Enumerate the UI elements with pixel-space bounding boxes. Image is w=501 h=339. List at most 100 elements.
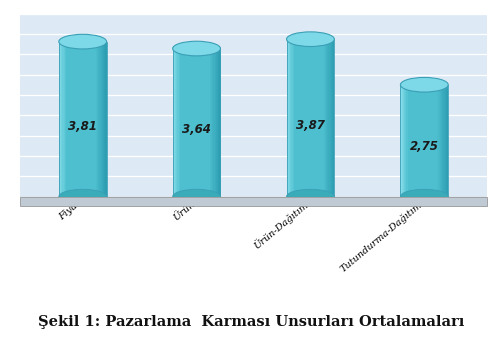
Ellipse shape <box>59 189 106 204</box>
Bar <box>302 39 303 197</box>
Bar <box>207 48 208 197</box>
Bar <box>420 85 421 197</box>
Bar <box>89 42 90 197</box>
Bar <box>331 39 333 197</box>
Bar <box>415 85 416 197</box>
Bar <box>216 48 218 197</box>
Bar <box>434 85 435 197</box>
Bar <box>299 39 301 197</box>
Bar <box>67 42 68 197</box>
Bar <box>64 42 65 197</box>
Bar <box>93 42 95 197</box>
Bar <box>172 48 174 197</box>
Bar <box>306 39 308 197</box>
Bar <box>178 48 179 197</box>
Bar <box>427 85 428 197</box>
Bar <box>182 48 183 197</box>
Bar <box>408 85 409 197</box>
Bar <box>327 39 328 197</box>
Bar <box>406 85 407 197</box>
Bar <box>318 39 320 197</box>
Bar <box>217 48 219 197</box>
Bar <box>79 42 80 197</box>
Bar <box>195 48 196 197</box>
Bar <box>197 48 199 197</box>
Bar <box>324 39 326 197</box>
Bar <box>175 48 176 197</box>
Bar <box>291 39 292 197</box>
Bar <box>308 39 309 197</box>
Bar <box>80 42 82 197</box>
Bar <box>20 197 486 205</box>
Bar <box>312 39 314 197</box>
Bar <box>314 39 315 197</box>
Bar <box>102 42 103 197</box>
Bar <box>183 48 184 197</box>
Bar <box>311 39 312 197</box>
Bar <box>325 39 327 197</box>
Bar <box>85 42 86 197</box>
Bar <box>91 42 92 197</box>
Bar <box>90 42 91 197</box>
Bar <box>310 39 311 197</box>
Bar <box>296 39 297 197</box>
Bar <box>433 85 434 197</box>
Bar <box>441 85 443 197</box>
Bar <box>303 39 304 197</box>
Text: 2,75: 2,75 <box>409 140 438 153</box>
Bar <box>200 48 201 197</box>
Bar <box>74 42 76 197</box>
Bar <box>432 85 433 197</box>
Bar <box>177 48 178 197</box>
Bar <box>426 85 427 197</box>
Bar <box>72 42 73 197</box>
Bar <box>321 39 322 197</box>
Bar <box>65 42 66 197</box>
Bar <box>402 85 403 197</box>
Bar <box>201 48 202 197</box>
Bar <box>78 42 79 197</box>
Bar <box>435 85 437 197</box>
Bar <box>445 85 446 197</box>
Ellipse shape <box>59 34 106 49</box>
Bar <box>401 85 402 197</box>
Bar <box>68 42 70 197</box>
Bar <box>194 48 195 197</box>
Bar <box>404 85 406 197</box>
Bar <box>304 39 305 197</box>
Bar <box>97 42 98 197</box>
Bar <box>62 42 64 197</box>
Bar <box>289 39 290 197</box>
Bar <box>184 48 185 197</box>
Bar <box>70 42 71 197</box>
Bar <box>99 42 101 197</box>
Bar <box>431 85 432 197</box>
Bar <box>305 39 306 197</box>
Bar <box>71 42 72 197</box>
Bar <box>188 48 189 197</box>
Ellipse shape <box>286 189 334 204</box>
Bar <box>212 48 213 197</box>
Bar <box>444 85 445 197</box>
Bar <box>317 39 318 197</box>
Bar <box>297 39 298 197</box>
Bar <box>98 42 99 197</box>
Bar <box>202 48 203 197</box>
Bar <box>92 42 93 197</box>
Bar <box>192 48 194 197</box>
Bar <box>87 42 89 197</box>
Text: 3,64: 3,64 <box>182 123 210 137</box>
Bar <box>316 39 317 197</box>
Bar <box>75 42 77 197</box>
Bar <box>204 48 206 197</box>
Text: 3,81: 3,81 <box>68 120 97 133</box>
Bar <box>403 85 404 197</box>
Bar <box>413 85 414 197</box>
Text: 3,87: 3,87 <box>296 119 324 132</box>
Bar <box>190 48 191 197</box>
Ellipse shape <box>400 189 447 204</box>
Text: Şekil 1: Pazarlama  Karması Unsurları Ortalamaları: Şekil 1: Pazarlama Karması Unsurları Ort… <box>38 315 463 329</box>
Bar <box>438 85 439 197</box>
Bar <box>287 39 289 197</box>
Bar <box>215 48 216 197</box>
